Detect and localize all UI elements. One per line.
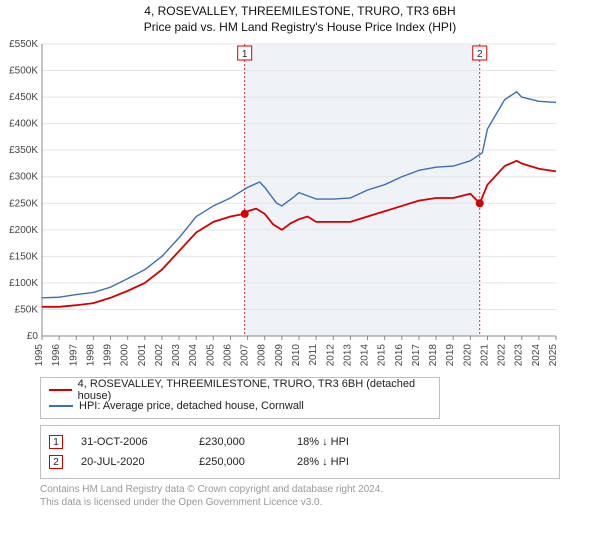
svg-text:2014: 2014 [360,344,371,367]
svg-text:£100K: £100K [9,278,38,289]
credit-line-1: Contains HM Land Registry data © Crown c… [40,483,600,496]
svg-text:2003: 2003 [171,344,182,367]
svg-text:2021: 2021 [479,344,490,367]
legend-label: 4, ROSEVALLEY, THREEMILESTONE, TRURO, TR… [78,378,431,402]
svg-text:£150K: £150K [9,251,38,262]
legend-label: HPI: Average price, detached house, Corn… [79,400,304,412]
svg-text:£0: £0 [27,331,39,342]
svg-text:£300K: £300K [9,172,38,183]
svg-text:£500K: £500K [9,66,38,77]
svg-text:2022: 2022 [497,344,508,367]
svg-text:2: 2 [477,49,483,60]
svg-text:2013: 2013 [342,344,353,367]
chart-titles: 4, ROSEVALLEY, THREEMILESTONE, TRURO, TR… [0,0,600,36]
sale-marker-icon: 2 [49,455,63,469]
svg-text:2002: 2002 [154,344,165,367]
svg-text:2019: 2019 [445,344,456,367]
svg-text:2009: 2009 [274,344,285,367]
legend-swatch [49,405,73,407]
sale-date: 20-JUL-2020 [81,456,181,468]
svg-text:2020: 2020 [462,344,473,367]
svg-text:£550K: £550K [9,39,38,50]
sale-row: 1 31-OCT-2006 £230,000 18% ↓ HPI [49,432,551,452]
svg-text:2024: 2024 [531,344,542,367]
svg-text:2006: 2006 [222,344,233,367]
svg-text:2018: 2018 [428,344,439,367]
sale-price: £230,000 [199,436,279,448]
sub-title: Price paid vs. HM Land Registry's House … [0,20,600,34]
svg-text:1999: 1999 [103,344,114,367]
svg-text:2025: 2025 [548,344,559,367]
credit-line-2: This data is licensed under the Open Gov… [40,496,600,509]
sale-price: £250,000 [199,456,279,468]
sale-diff: 18% ↓ HPI [297,436,387,448]
legend: 4, ROSEVALLEY, THREEMILESTONE, TRURO, TR… [40,377,440,419]
sale-diff: 28% ↓ HPI [297,456,387,468]
svg-text:2000: 2000 [120,344,131,367]
svg-text:£200K: £200K [9,225,38,236]
svg-text:1996: 1996 [51,344,62,367]
svg-text:2010: 2010 [291,344,302,367]
svg-text:1998: 1998 [85,344,96,367]
legend-row: 4, ROSEVALLEY, THREEMILESTONE, TRURO, TR… [49,382,431,398]
svg-text:2011: 2011 [308,344,319,366]
sale-marker-icon: 1 [49,435,63,449]
chart-area: £0 £50K £100K £150K £200K £250K £300K £350K £400… [0,36,600,371]
svg-text:2015: 2015 [377,344,388,367]
svg-text:2001: 2001 [137,344,148,367]
svg-text:2007: 2007 [240,344,251,367]
main-title: 4, ROSEVALLEY, THREEMILESTONE, TRURO, TR… [0,4,600,18]
svg-text:£450K: £450K [9,92,38,103]
svg-text:2012: 2012 [325,344,336,367]
svg-text:2017: 2017 [411,344,422,367]
svg-text:2023: 2023 [514,344,525,367]
svg-text:£350K: £350K [9,145,38,156]
svg-text:2008: 2008 [257,344,268,367]
svg-text:1997: 1997 [68,344,79,367]
credits: Contains HM Land Registry data © Crown c… [40,483,600,509]
price-chart: £0 £50K £100K £150K £200K £250K £300K £350K £400… [0,36,560,371]
sales-table: 1 31-OCT-2006 £230,000 18% ↓ HPI 2 20-JUL-202… [40,425,560,479]
svg-text:£250K: £250K [9,198,38,209]
svg-text:£50K: £50K [15,304,39,315]
sale-row: 2 20-JUL-2020 £250,000 28% ↓ HPI [49,452,551,472]
sale-date: 31-OCT-2006 [81,436,181,448]
svg-text:1995: 1995 [34,344,45,367]
svg-text:2004: 2004 [188,344,199,367]
legend-swatch [49,389,72,391]
svg-text:1: 1 [242,49,248,60]
svg-text:2005: 2005 [205,344,216,367]
svg-text:£400K: £400K [9,119,38,130]
svg-text:2016: 2016 [394,344,405,367]
